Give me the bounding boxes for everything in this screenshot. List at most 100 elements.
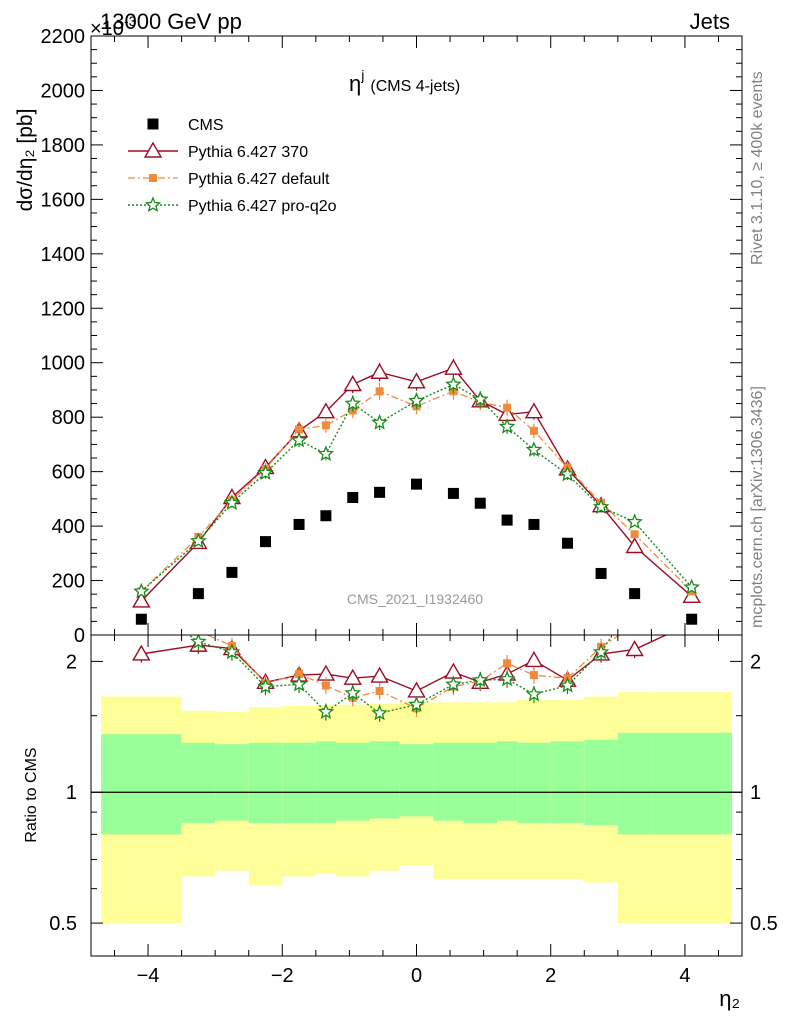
data-point-cms bbox=[293, 518, 305, 530]
ratio-point-pq2o bbox=[498, 670, 516, 687]
legend-marker-cms bbox=[147, 118, 159, 130]
x-tick-label: 0 bbox=[411, 965, 422, 987]
data-point-p370 bbox=[407, 372, 426, 389]
series-line-pdefault bbox=[140, 390, 693, 592]
band-green bbox=[248, 742, 283, 823]
y-tick-label: 600 bbox=[52, 462, 85, 484]
y-tick-label: 2000 bbox=[41, 80, 86, 102]
ratio-y-tick-label-right: 2 bbox=[750, 651, 761, 673]
band-green bbox=[463, 742, 498, 823]
main-axes: 0 200 400 600 800 1000 1200 1400 1600 1800 2000 220… bbox=[41, 26, 742, 647]
data-point-pdefault bbox=[687, 587, 696, 596]
ratio-point-p370 bbox=[370, 666, 389, 683]
mcplots-label: mcplots.cern.ch [arXiv:1306.3436] bbox=[749, 386, 766, 628]
data-point-pq2o bbox=[344, 394, 362, 411]
ratio-point-pdefault bbox=[503, 659, 512, 668]
ratio-ylabel: Ratio to CMS bbox=[23, 747, 40, 842]
ratio-y-tick-label: 1 bbox=[66, 782, 77, 804]
y-tick-label: 1800 bbox=[41, 135, 86, 157]
data-point-p370 bbox=[444, 358, 463, 375]
data-point-cms bbox=[374, 486, 386, 498]
data-point-pq2o bbox=[290, 431, 308, 448]
ratio-series-pq2o bbox=[187, 635, 614, 722]
ratio-point-pq2o bbox=[223, 643, 241, 660]
y-tick-label: 1600 bbox=[41, 189, 86, 211]
ratio-point-pq2o bbox=[471, 671, 489, 688]
band-green bbox=[433, 742, 464, 821]
data-point-pdefault bbox=[375, 387, 384, 396]
data-point-pq2o bbox=[190, 532, 207, 549]
legend-item-cms: CMS bbox=[147, 117, 224, 134]
legend-item-p370: Pythia 6.427 370 bbox=[128, 141, 308, 161]
legend-marker-pdefault bbox=[149, 174, 157, 182]
ratio-point-pq2o bbox=[371, 704, 388, 721]
ratio-point-pq2o bbox=[317, 703, 335, 719]
data-point-pq2o bbox=[371, 413, 388, 430]
main-title-sup: j bbox=[360, 67, 364, 83]
main-plot-content bbox=[132, 358, 701, 625]
data-point-cms bbox=[686, 613, 698, 625]
band-green bbox=[399, 744, 434, 817]
legend: CMS Pythia 6.427 370 Pythia 6.427 default P… bbox=[128, 117, 337, 215]
y-tick-label: 800 bbox=[52, 407, 85, 429]
main-ylabel: dσ/dη₂ [pb] bbox=[14, 109, 37, 212]
y-tick-label: 1400 bbox=[41, 244, 86, 266]
legend-item-pq2o: Pythia 6.427 pro-q2o bbox=[128, 196, 337, 215]
uncertainty-bands bbox=[101, 692, 732, 924]
rivet-label: Rivet 3.1.10, ≥ 400k events bbox=[749, 71, 766, 265]
ratio-y-tick-label-right: 1 bbox=[750, 782, 761, 804]
ratio-point-p370 bbox=[524, 651, 544, 668]
data-point-pq2o bbox=[525, 441, 543, 457]
data-point-pdefault bbox=[295, 425, 304, 434]
ratio-point-p370 bbox=[625, 640, 644, 657]
y-tick-label: 400 bbox=[52, 516, 85, 538]
data-point-pdefault bbox=[503, 403, 512, 412]
x-axis-label: η₂ bbox=[719, 986, 740, 1011]
data-point-p370 bbox=[524, 402, 544, 419]
main-title-symbol: η bbox=[349, 71, 361, 96]
data-point-pq2o bbox=[626, 513, 643, 530]
band-green bbox=[517, 742, 551, 823]
y-tick-label: 200 bbox=[52, 571, 85, 593]
data-point-cms bbox=[474, 497, 486, 509]
ratio-point-pdefault bbox=[375, 686, 384, 695]
energy-label: 13000 GeV pp bbox=[100, 9, 242, 34]
legend-label-cms: CMS bbox=[188, 117, 224, 134]
data-point-cms bbox=[411, 478, 422, 490]
legend-item-pdefault: Pythia 6.427 default bbox=[128, 171, 330, 188]
ratio-point-pq2o bbox=[445, 675, 462, 692]
legend-marker-pq2o bbox=[144, 196, 162, 213]
ratio-point-pdefault bbox=[529, 671, 538, 680]
data-point-pq2o bbox=[471, 390, 489, 407]
band-green bbox=[181, 742, 216, 823]
x-tick-label: 2 bbox=[545, 965, 556, 987]
series-cms bbox=[135, 478, 698, 625]
ratio-point-pq2o bbox=[408, 695, 425, 712]
ratio-point-p370 bbox=[343, 668, 362, 685]
ratio-point-pdefault bbox=[321, 681, 330, 690]
data-point-pq2o bbox=[257, 464, 274, 481]
legend-label-pdefault: Pythia 6.427 default bbox=[188, 171, 330, 188]
ratio-panel: 0.5 0.5 1 1 2 2 −4 −2 0 2 4 Ratio to CMS η₂ bbox=[23, 634, 778, 1011]
band-green bbox=[369, 741, 400, 819]
ratio-plot-content bbox=[91, 635, 742, 924]
x-tick-label: −2 bbox=[271, 965, 294, 987]
band-green bbox=[584, 739, 618, 826]
band-green bbox=[651, 732, 732, 835]
data-point-cms bbox=[528, 518, 540, 530]
band-green bbox=[215, 744, 249, 821]
data-point-pdefault bbox=[321, 421, 330, 430]
main-panel: 0 200 400 600 800 1000 1200 1400 1600 1800 2000 220… bbox=[14, 26, 743, 647]
y-multiplier-exp: -3 bbox=[124, 13, 137, 29]
data-point-p370 bbox=[625, 537, 644, 554]
legend-marker-p370 bbox=[143, 141, 163, 158]
data-point-cms bbox=[320, 510, 332, 522]
data-point-cms bbox=[259, 536, 271, 548]
legend-label-p370: Pythia 6.427 370 bbox=[188, 144, 308, 161]
data-point-cms bbox=[226, 566, 238, 578]
main-title-rest: (CMS 4-jets) bbox=[370, 78, 460, 95]
band-green bbox=[550, 741, 585, 823]
ratio-point-pq2o bbox=[525, 685, 543, 702]
ratio-point-pdefault bbox=[295, 670, 304, 679]
